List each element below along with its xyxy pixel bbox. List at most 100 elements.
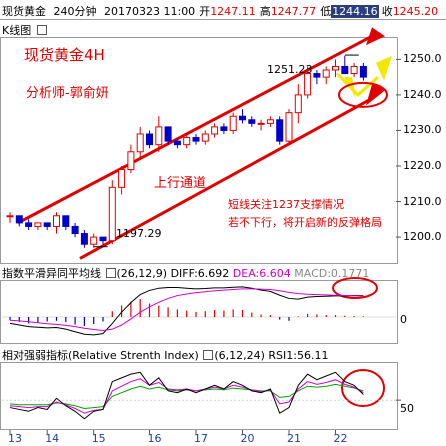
support-ellipse <box>338 81 388 108</box>
low-mark: 1197.29 <box>116 227 162 240</box>
candle-body <box>220 126 228 131</box>
candle-body <box>183 137 191 146</box>
candle-body <box>99 236 107 242</box>
candle-body <box>229 115 237 131</box>
candle-body <box>201 133 209 142</box>
candle-body <box>173 140 181 146</box>
candle-body <box>192 137 200 142</box>
channel-lower-arrow <box>366 84 386 106</box>
symbol-name: 现货黄金 <box>2 5 46 18</box>
candle-body <box>6 215 14 218</box>
rsi-toggle-icon[interactable] <box>203 350 214 360</box>
rsi12-line <box>9 378 364 414</box>
date-tick-label: 17 <box>194 432 208 445</box>
date-tick-label: 13 <box>8 432 22 445</box>
candle-body <box>80 233 88 245</box>
kline-panel <box>0 37 398 264</box>
date-tick-label: 16 <box>147 432 162 445</box>
channel-upper-line <box>17 34 373 225</box>
candle-body <box>285 112 293 142</box>
date-tick-label: 15 <box>91 432 106 445</box>
price-tick-label: 1230.0 <box>403 123 442 137</box>
forecast-arrow-down <box>344 77 356 99</box>
candle-body <box>90 236 98 245</box>
candle-body <box>211 126 219 135</box>
macd-ellipse <box>332 277 378 299</box>
macd-zero-label: 0 <box>400 313 407 326</box>
candle-body <box>248 119 256 124</box>
price-tick-label: 1220.0 <box>403 159 442 172</box>
rsi-ellipse <box>341 369 385 407</box>
candle-body <box>322 69 330 78</box>
forecast-arrow-up <box>376 55 392 81</box>
date-tick-label: 22 <box>333 432 348 445</box>
rsi-title: 相对强弱指标(Relative Strenth Index) <box>2 349 199 362</box>
period-label[interactable]: 240分钟 <box>53 5 97 18</box>
macd-panel <box>0 280 398 344</box>
channel-lower-line <box>79 97 373 260</box>
candle-body <box>350 65 358 75</box>
price-tick-label: 1250.0 <box>403 52 442 66</box>
candle-body <box>146 133 153 146</box>
candle-body <box>266 119 274 124</box>
candle-body <box>313 73 321 78</box>
open-value: 1247.11 <box>210 5 256 18</box>
candle-body <box>118 169 126 188</box>
candle-body <box>332 65 339 71</box>
candle-body <box>15 215 23 224</box>
candle-body <box>294 94 302 114</box>
rsi-header: 相对强弱指标(Relative Strenth Index) (6,12,24)… <box>0 346 446 362</box>
candle-body <box>136 133 144 153</box>
candle-body <box>341 65 349 75</box>
note-line-1: 短线关注1237支撑情况 <box>228 198 344 211</box>
macd-diff-line <box>9 286 364 336</box>
candle-body <box>359 65 367 78</box>
datetime-label: 20170323 11:00 <box>104 5 196 18</box>
rsi-value: RSI1:56.11 <box>268 349 329 362</box>
close-value: 1245.20 <box>392 5 439 18</box>
macd-diff: DIFF:6.692 <box>170 267 230 280</box>
candle-body <box>53 215 60 227</box>
candle-body <box>164 126 172 142</box>
candle-body <box>25 222 33 227</box>
macd-toggle-icon[interactable] <box>105 268 116 278</box>
candle-body <box>155 126 163 146</box>
header-bar: 现货黄金 240分钟 20170323 11:00 开1247.11 高1247.7… <box>0 0 446 20</box>
rsi6-line <box>9 371 364 420</box>
chart-title: 现货黄金4H <box>24 46 105 64</box>
candle-body <box>257 122 265 125</box>
candle-body <box>34 222 42 227</box>
macd-value: MACD:0.1771 <box>294 267 370 280</box>
rsi24-line <box>9 383 364 410</box>
low-value: 1244.16 <box>331 5 379 18</box>
candle-body <box>127 151 135 171</box>
macd-params: (26,12,9) <box>116 267 168 280</box>
macd-dea-line <box>9 288 364 331</box>
candle-body <box>62 215 70 227</box>
channel-upper-arrow <box>366 27 385 46</box>
macd-header: 指数平滑异同平均线 (26,12,9) DIFF:6.692 DEA:6.604… <box>0 264 446 280</box>
open-label: 开 <box>199 5 211 18</box>
rsi-panel <box>0 362 398 430</box>
candle-body <box>276 119 284 142</box>
note-line-2: 若不下行，将开启新的反弹格局 <box>228 216 382 229</box>
high-mark: 1251.23 <box>267 63 313 76</box>
low-label: 低 <box>320 5 332 18</box>
candle-body <box>239 115 246 121</box>
candle-body <box>108 186 116 242</box>
date-tick-label: 14 <box>45 432 60 445</box>
price-tick-label: 1240.0 <box>403 87 442 101</box>
kline-tab-bar: K线图 <box>0 21 446 37</box>
date-tick-label: 20 <box>240 432 255 445</box>
high-value: 1247.77 <box>270 5 317 18</box>
author-label: 分析师-郭俞妍 <box>26 86 109 101</box>
candle-body <box>71 225 79 235</box>
candle-body <box>304 73 312 96</box>
kline-collapse-icon[interactable] <box>36 25 47 35</box>
kline-tab[interactable]: K线图 <box>2 24 32 37</box>
close-label: 收 <box>381 5 393 18</box>
macd-title: 指数平滑异同平均线 <box>2 267 101 280</box>
macd-dea: DEA:6.604 <box>232 267 291 280</box>
price-tick-label: 1200.0 <box>403 230 442 244</box>
